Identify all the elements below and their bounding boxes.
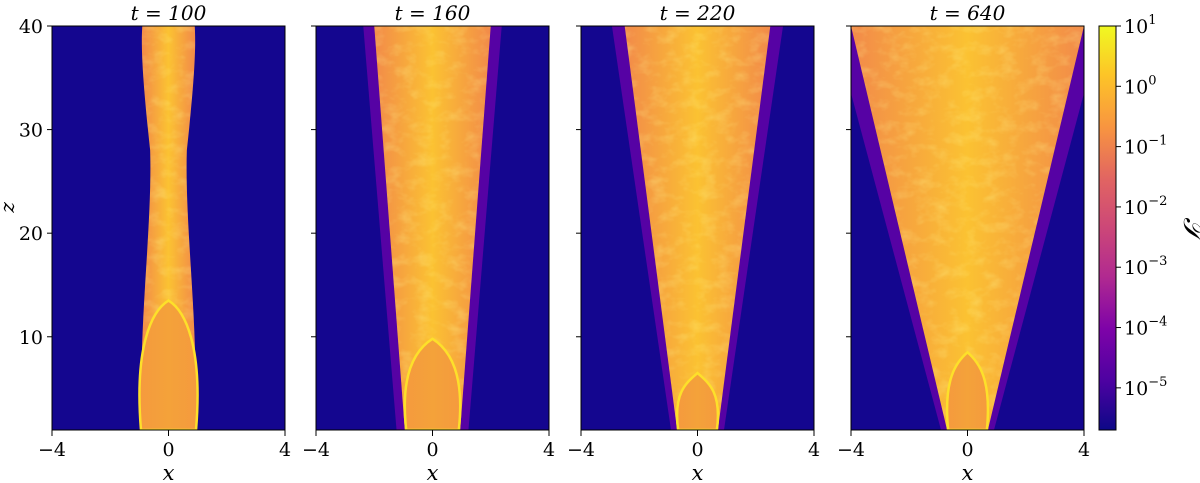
jet-core	[945, 350, 990, 430]
x-tick-label: −4	[38, 439, 66, 461]
panel-3: t = 220 −4 0 4 x	[567, 1, 820, 483]
colorbar-tick-label: 10−3	[1124, 254, 1167, 279]
panel-title: t = 160	[395, 1, 471, 25]
x-tick-label: 4	[543, 439, 555, 461]
panel-1: t = 100 −4 0 4 x 10 20 30 40 z	[0, 1, 291, 483]
panel-title: t = 220	[660, 1, 736, 25]
y-tick-label: 40	[19, 16, 43, 38]
colorbar-tick-label: 10−4	[1124, 315, 1167, 340]
x-tick-label: −4	[837, 439, 865, 461]
x-tick-label: 4	[808, 439, 820, 461]
jet-core	[403, 337, 462, 430]
panel-title: t = 640	[930, 1, 1006, 25]
jet-core	[138, 299, 199, 430]
panel-4: t = 640 −4 0 4 x	[837, 1, 1090, 483]
x-axis-label: x	[163, 461, 175, 483]
colorbar: 101 100 10−1 10−2 10−3 10−4 10−5 𝒯	[1098, 13, 1200, 431]
x-tick-label: 4	[279, 439, 291, 461]
x-tick-label: −4	[567, 439, 595, 461]
colorbar-tick-label: 10−5	[1124, 375, 1167, 400]
colorbar-tick-label: 10−2	[1124, 194, 1167, 219]
y-tick-label: 20	[19, 223, 43, 245]
jet-turbulence	[374, 26, 491, 430]
x-tick-label: 0	[691, 439, 703, 461]
jet-core	[675, 371, 720, 430]
y-tick-label: 30	[19, 120, 43, 142]
colorbar-tick-label: 10−1	[1124, 134, 1167, 159]
panel-title: t = 100	[131, 1, 207, 25]
x-axis-label: x	[692, 461, 704, 483]
colorbar-tick-label: 101	[1124, 13, 1156, 38]
jet-turbulence	[624, 26, 771, 430]
colorbar-label: 𝒯	[1177, 217, 1200, 247]
x-axis-label: x	[427, 461, 439, 483]
y-tick-label: 10	[19, 327, 43, 349]
colorbar-tick-label: 100	[1124, 73, 1156, 98]
x-tick-label: 0	[961, 439, 973, 461]
colorbar-gradient	[1098, 25, 1117, 431]
x-tick-label: 4	[1078, 439, 1090, 461]
x-tick-label: 0	[426, 439, 438, 461]
y-axis-label: z	[0, 202, 19, 214]
panel-2: t = 160 −4 0 4 x	[302, 1, 555, 483]
x-axis-label: x	[962, 461, 974, 483]
jet-turbulence	[851, 26, 1084, 430]
x-tick-label: −4	[302, 439, 330, 461]
x-tick-label: 0	[162, 439, 174, 461]
